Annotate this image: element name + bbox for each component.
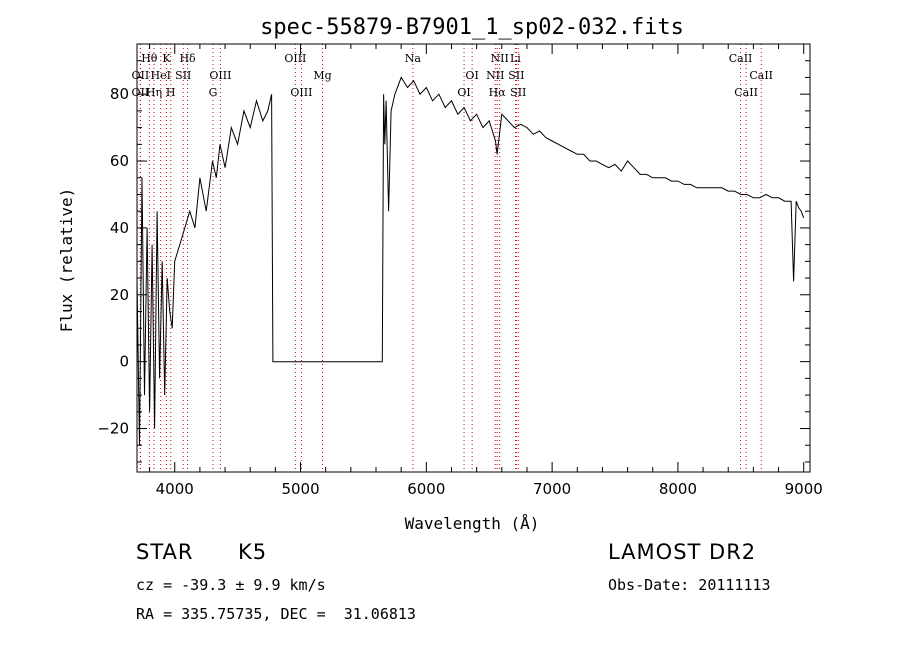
y-axis-label: Flux (relative)	[57, 188, 76, 333]
line-label: OIII	[284, 52, 306, 65]
line-label: OII	[132, 86, 150, 99]
line-label: NII	[486, 69, 504, 82]
object-subclass: K5	[238, 540, 268, 564]
x-tick-label: 5000	[281, 480, 319, 498]
y-tick-label: 60	[110, 152, 129, 170]
line-label: OI	[465, 69, 478, 82]
line-label: HeI	[151, 69, 171, 82]
x-tick-label: 4000	[156, 480, 194, 498]
redshift-info: cz = -39.3 ± 9.9 km/s	[136, 576, 326, 594]
line-label: OIII	[209, 69, 231, 82]
line-label: OII	[132, 69, 150, 82]
line-label: Li	[510, 52, 521, 65]
x-axis-label: Wavelength (Å)	[405, 514, 540, 533]
line-label: Hη	[146, 86, 162, 99]
object-class: STAR	[136, 540, 194, 564]
x-tick-label: 6000	[407, 480, 445, 498]
line-label: Na	[405, 52, 422, 65]
coordinates-info: RA = 335.75735, DEC = 31.06813	[136, 605, 416, 623]
spectral-line-markers	[139, 44, 762, 472]
y-tick-label: 0	[119, 353, 129, 371]
line-label: Hα	[489, 86, 507, 99]
y-tick-label: −20	[97, 420, 129, 438]
x-tick-label: 8000	[659, 480, 697, 498]
line-label: Hθ	[141, 52, 158, 65]
line-label: SII	[508, 69, 524, 82]
x-tick-label: 7000	[533, 480, 571, 498]
chart-title: spec-55879-B7901_1_sp02-032.fits	[260, 15, 684, 40]
line-label: Hδ	[179, 52, 196, 65]
line-label: NII	[491, 52, 509, 65]
line-label: SII	[175, 69, 191, 82]
line-label: OI	[457, 86, 470, 99]
line-label: G	[209, 86, 218, 99]
line-label: K	[162, 52, 171, 65]
line-label: CaII	[734, 86, 758, 99]
line-label: SII	[510, 86, 526, 99]
axis-tick-labels: 4000 5000 6000 7000 8000 9000 −20 0 20 40 60 80	[97, 85, 822, 498]
x-tick-label: 9000	[785, 480, 823, 498]
line-label: H	[166, 86, 176, 99]
axis-ticks	[137, 44, 810, 472]
line-label: CaII	[749, 69, 773, 82]
y-tick-label: 40	[110, 219, 129, 237]
line-label: OIII	[290, 86, 312, 99]
spectrum-line	[136, 76, 805, 446]
survey-name: LAMOST DR2	[608, 540, 757, 564]
observation-date: Obs-Date: 20111113	[608, 576, 771, 594]
y-tick-label: 20	[110, 286, 129, 304]
line-label: Mg	[313, 69, 331, 82]
line-label: CaII	[729, 52, 753, 65]
y-tick-label: 80	[110, 85, 129, 103]
plot-frame	[136, 43, 811, 473]
